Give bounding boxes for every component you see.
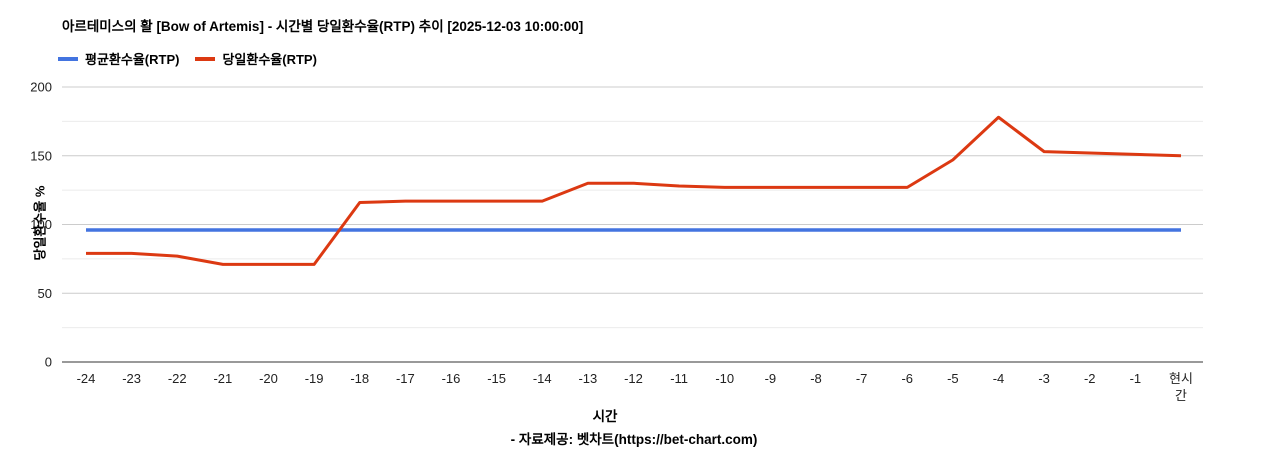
x-tick-label: -9 — [765, 371, 777, 386]
x-tick-label: -7 — [856, 371, 868, 386]
y-tick-label: 200 — [30, 80, 52, 95]
x-tick-label: -23 — [122, 371, 141, 386]
x-tick-label: -13 — [578, 371, 597, 386]
x-tick-label: -4 — [993, 371, 1005, 386]
x-tick-label: -5 — [947, 371, 959, 386]
x-tick-label: -10 — [715, 371, 734, 386]
x-tick-label: -8 — [810, 371, 822, 386]
x-tick-label: -21 — [213, 371, 232, 386]
series-line-daily — [86, 115, 1182, 266]
x-tick-label: -18 — [350, 371, 369, 386]
x-tick-label: -15 — [487, 371, 506, 386]
y-tick-label: 0 — [45, 355, 52, 370]
legend-label-average: 평균환수율(RTP) — [85, 52, 180, 67]
x-tick-label: -24 — [77, 371, 96, 386]
x-tick-label: -14 — [533, 371, 552, 386]
x-tick-label: -3 — [1038, 371, 1050, 386]
x-tick-label: -2 — [1084, 371, 1096, 386]
chart-legend: 평균환수율(RTP) 당일환수율(RTP) — [58, 49, 317, 68]
y-axis-title: 당일환수율 % — [32, 185, 48, 261]
legend-line-swatch-daily — [195, 56, 216, 61]
x-tick-label: -1 — [1130, 371, 1142, 386]
data-source-footer: - 자료제공: 벳차트(https://bet-chart.com) — [510, 432, 758, 447]
chart-title: 아르테미스의 활 [Bow of Artemis] - 시간별 당일환수율(RT… — [62, 19, 584, 34]
x-tick-label: 현시 간 — [1169, 371, 1193, 403]
x-axis-title: 시간 — [592, 409, 618, 424]
x-tick-label: -20 — [259, 371, 278, 386]
x-tick-label: -6 — [901, 371, 913, 386]
legend-item-average-rtp: 평균환수율(RTP) — [58, 49, 179, 68]
x-tick-label: -11 — [670, 371, 688, 386]
x-tick-label: -16 — [442, 371, 461, 386]
legend-item-daily-rtp: 당일환수율(RTP) — [195, 49, 317, 68]
x-tick-label: -19 — [305, 371, 324, 386]
x-tick-label: -12 — [624, 371, 643, 386]
x-tick-label: -17 — [396, 371, 415, 386]
legend-label-daily: 당일환수율(RTP) — [222, 52, 317, 67]
y-tick-label: 100 — [30, 217, 52, 232]
x-tick-label: -22 — [168, 371, 187, 386]
y-tick-label: 150 — [30, 148, 52, 163]
legend-line-swatch-average — [58, 56, 78, 61]
y-tick-label: 50 — [38, 286, 52, 301]
